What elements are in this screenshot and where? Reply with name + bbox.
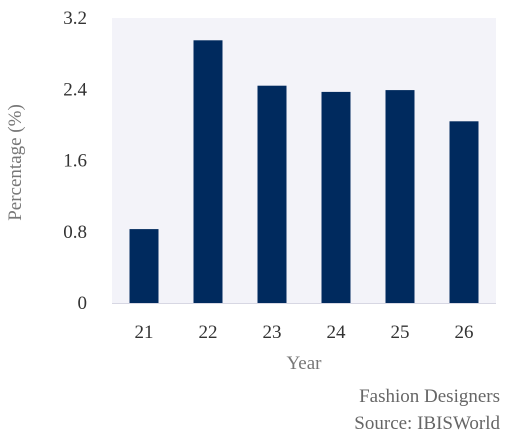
x-tick-label: 23 [263, 322, 282, 343]
y-axis-ticks: 0 0.8 1.6 2.4 3.2 [63, 8, 87, 314]
bar-25 [385, 90, 415, 303]
bar-26 [449, 121, 479, 303]
bar-24 [321, 91, 351, 304]
plot-background [112, 18, 496, 303]
y-axis-title: Percentage (%) [5, 104, 26, 221]
y-tick-label: 1.6 [63, 151, 87, 172]
bar-23 [257, 85, 287, 303]
y-tick-label: 0.8 [63, 222, 87, 243]
x-axis-title: Year [286, 353, 322, 374]
y-tick-label: 3.2 [63, 8, 87, 29]
x-tick-label: 25 [391, 322, 410, 343]
x-tick-label: 21 [135, 322, 154, 343]
bar-21 [129, 229, 159, 303]
x-tick-label: 26 [455, 322, 474, 343]
x-tick-label: 24 [327, 322, 347, 343]
y-tick-label: 2.4 [63, 79, 87, 100]
y-tick-label: 0 [78, 293, 88, 314]
x-tick-label: 22 [199, 322, 218, 343]
bar-22 [193, 40, 223, 304]
bars-group [129, 40, 479, 304]
x-axis-ticks: 21 22 23 24 25 26 [135, 322, 474, 343]
chart-caption-source: Source: IBISWorld [354, 413, 500, 434]
chart-caption-title: Fashion Designers [359, 386, 500, 407]
